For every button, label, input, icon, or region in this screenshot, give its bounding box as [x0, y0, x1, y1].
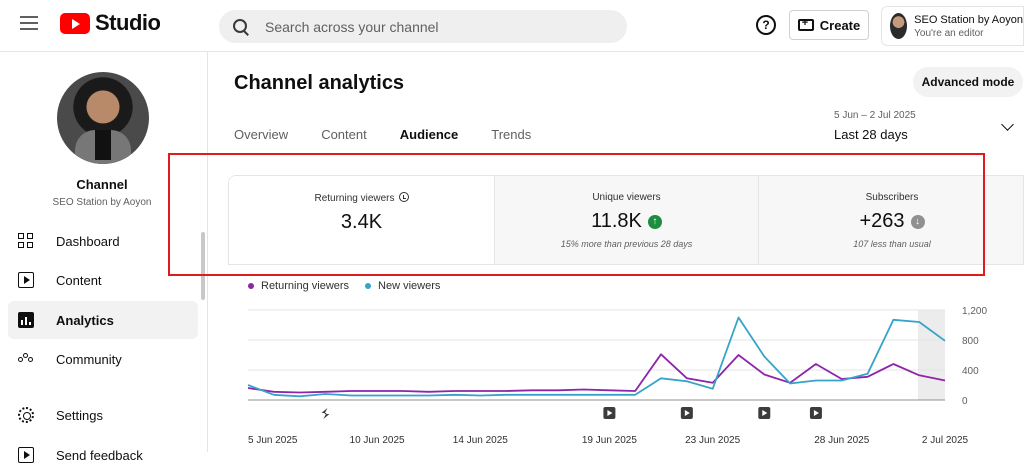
community-icon — [18, 351, 34, 367]
sidebar-item-feedback[interactable]: Send feedback — [8, 436, 198, 474]
sidebar-item-dashboard[interactable]: Dashboard — [8, 222, 198, 260]
date-period-text: Last 28 days — [834, 127, 908, 142]
metric-note: 15% more than previous 28 days — [560, 239, 693, 249]
x-tick-label: 19 Jun 2025 — [582, 435, 637, 446]
highlight-annotation-box — [168, 153, 985, 276]
metric-card-subscribers[interactable]: Subscribers +263 ↓ 107 less than usual — [758, 176, 1023, 264]
account-role: You're an editor — [914, 27, 984, 39]
sidebar-item-label: Settings — [56, 407, 103, 423]
x-tick-label: 10 Jun 2025 — [350, 435, 405, 446]
legend-item-new[interactable]: New viewers — [365, 280, 440, 292]
menu-icon[interactable] — [20, 16, 38, 30]
x-tick-label: 2 Jul 2025 — [922, 435, 969, 446]
video-marker-icon[interactable] — [680, 407, 693, 419]
metric-value: +263 — [859, 210, 905, 232]
sidebar-item-label: Analytics — [56, 312, 114, 328]
create-button[interactable]: Create — [789, 10, 869, 40]
chart-legend: Returning viewers New viewers — [248, 280, 440, 292]
help-icon[interactable]: ? — [756, 15, 776, 35]
audience-line-chart[interactable]: 0 400 800 1,200 5 Jun 2025 10 Jun 2025 14 Jun … — [240, 298, 1024, 452]
account-avatar — [890, 13, 908, 39]
metric-label: Unique viewers — [592, 192, 661, 203]
metric-card-unique-viewers[interactable]: Unique viewers 11.8K ↑ 15% more than prev… — [494, 176, 758, 264]
x-tick-label: 5 Jun 2025 — [248, 435, 298, 446]
account-switcher[interactable]: SEO Station by Aoyon You're an editor — [881, 6, 1024, 46]
search-bar[interactable] — [219, 10, 627, 43]
x-tick-label: 23 Jun 2025 — [685, 435, 740, 446]
metric-note: 107 less than usual — [853, 239, 931, 249]
top-bar: Studio ? Create SEO Station by Aoyon You… — [0, 0, 1024, 52]
metric-label: Subscribers — [865, 192, 919, 203]
y-tick-label: 400 — [962, 366, 979, 377]
metric-value: 3.4K — [340, 211, 383, 233]
channel-title: Channel — [76, 177, 128, 192]
create-video-icon — [797, 17, 814, 31]
sidebar-item-label: Community — [56, 351, 122, 367]
search-icon[interactable] — [233, 18, 249, 35]
sidebar-item-label: Content — [56, 272, 102, 288]
search-input[interactable] — [265, 18, 605, 35]
logo-text: Studio — [95, 10, 161, 35]
date-range-picker[interactable]: 5 Jun – 2 Jul 2025 Last 28 days — [834, 110, 916, 142]
tab-trends[interactable]: Trends — [491, 127, 532, 142]
sidebar-scrollbar[interactable] — [201, 232, 205, 300]
x-tick-label: 14 Jun 2025 — [453, 435, 508, 446]
y-tick-label: 1,200 — [962, 306, 987, 317]
video-marker-icon[interactable] — [758, 407, 771, 419]
account-name: SEO Station by Aoyon — [914, 13, 1023, 26]
sidebar-item-content[interactable]: Content — [8, 261, 198, 299]
legend-dot-icon — [248, 283, 254, 289]
settings-icon — [18, 407, 34, 423]
y-tick-label: 800 — [962, 336, 979, 347]
x-tick-label: 28 Jun 2025 — [814, 435, 869, 446]
content-icon — [18, 272, 34, 288]
video-marker-icon[interactable] — [603, 407, 616, 419]
chevron-down-icon[interactable] — [1001, 118, 1014, 131]
sidebar-item-community[interactable]: Community — [8, 340, 198, 378]
feedback-icon — [18, 447, 34, 463]
series-line-new-viewers — [247, 316, 946, 398]
sidebar-item-label: Send feedback — [56, 447, 143, 463]
arrow-up-icon: ↑ — [647, 214, 662, 229]
metric-value: 11.8K — [591, 210, 642, 232]
analytics-tabs: Overview Content Audience Trends — [234, 127, 531, 142]
legend-label: New viewers — [378, 280, 441, 292]
sidebar-item-analytics[interactable]: Analytics — [8, 301, 198, 339]
channel-avatar[interactable] — [57, 72, 149, 164]
channel-name: SEO Station by Aoyon — [52, 197, 152, 208]
date-range-text: 5 Jun – 2 Jul 2025 — [834, 110, 916, 121]
video-marker-icon[interactable] — [809, 407, 822, 419]
tab-content[interactable]: Content — [321, 127, 367, 142]
sidebar-item-settings[interactable]: Settings — [8, 396, 198, 434]
metric-label: Returning viewers — [314, 193, 395, 204]
metric-cards: Returning viewers 3.4K Unique viewers 11… — [228, 175, 1024, 265]
create-label: Create — [819, 17, 861, 33]
shorts-marker-icon[interactable] — [319, 407, 332, 419]
youtube-logo-icon — [60, 12, 90, 34]
dashboard-icon — [18, 233, 34, 249]
y-tick-label: 0 — [962, 396, 968, 407]
tab-overview[interactable]: Overview — [234, 127, 289, 142]
series-line-returning-viewers — [247, 353, 946, 394]
arrow-down-icon: ↓ — [910, 214, 925, 229]
advanced-mode-button[interactable]: Advanced mode — [913, 67, 1023, 97]
clock-icon — [398, 192, 409, 202]
tab-audience[interactable]: Audience — [399, 127, 459, 142]
studio-logo[interactable]: Studio — [60, 10, 161, 35]
legend-label: Returning viewers — [261, 280, 350, 292]
legend-dot-icon — [365, 283, 372, 289]
page-title: Channel analytics — [234, 72, 405, 94]
legend-item-returning[interactable]: Returning viewers — [248, 280, 349, 292]
metric-card-returning-viewers[interactable]: Returning viewers 3.4K — [229, 176, 494, 264]
analytics-icon — [18, 312, 34, 328]
sidebar-item-label: Dashboard — [56, 233, 120, 249]
